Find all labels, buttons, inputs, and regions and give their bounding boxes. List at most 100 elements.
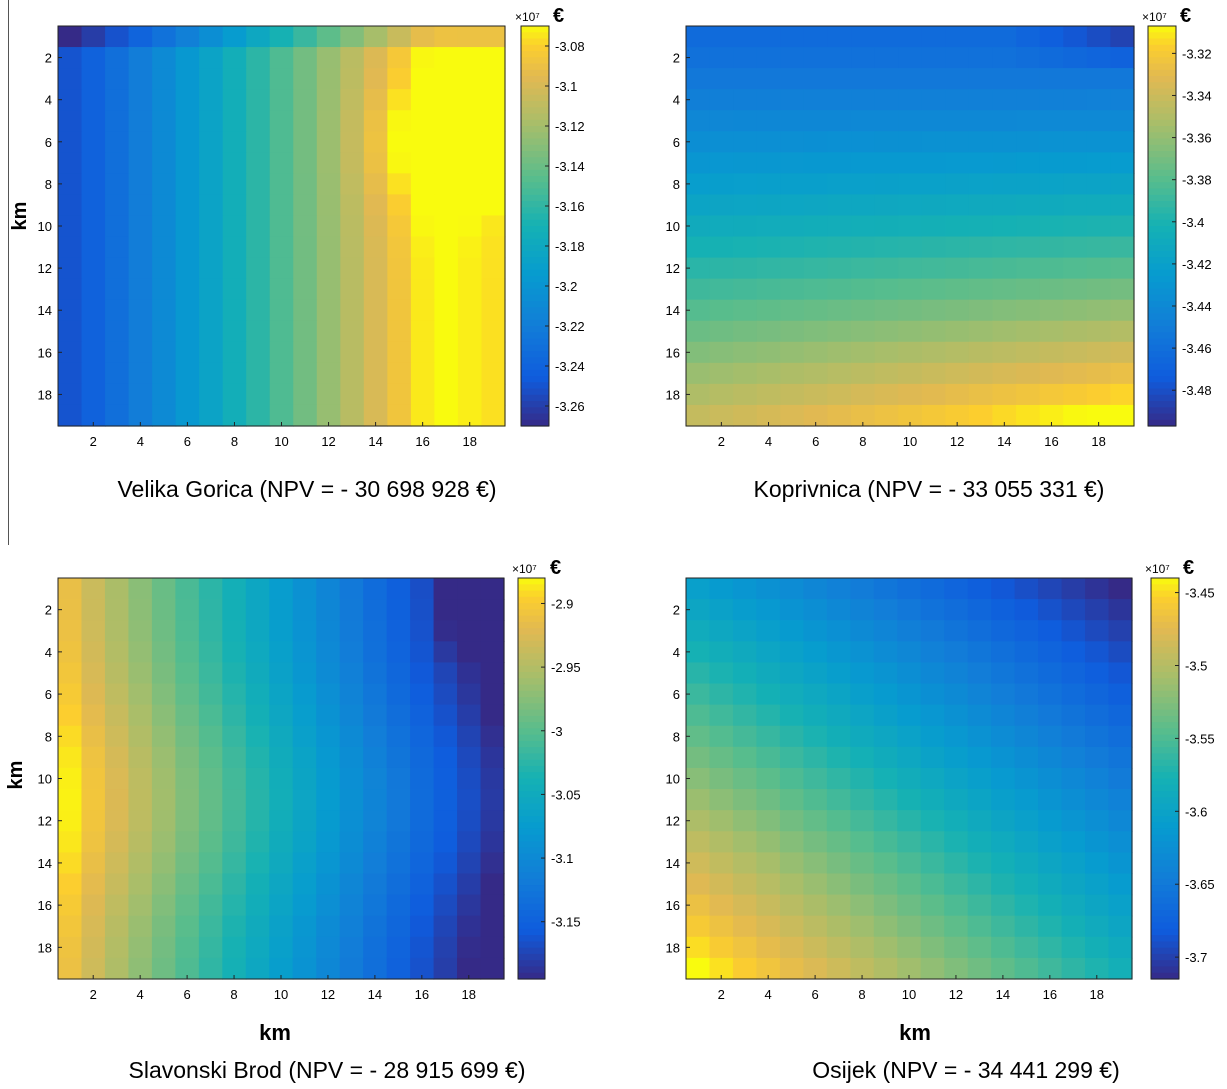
colorbar-swatch [518, 891, 545, 899]
heatmap-cell [779, 641, 804, 664]
colorbar-swatch [1148, 107, 1176, 115]
colorbar-tick-label: -3.5 [1185, 658, 1207, 673]
heatmap-cell [434, 194, 459, 217]
heatmap-cell [269, 383, 294, 406]
heatmap-cell [732, 873, 758, 896]
heatmap-cell [81, 152, 106, 174]
heatmap-cell [944, 810, 969, 832]
x-tick-label: 16 [1043, 987, 1057, 1002]
panel-caption: Koprivnica (NPV = - 33 055 331 €) [754, 476, 1105, 502]
heatmap-cell [386, 725, 411, 748]
heatmap-cell [410, 831, 435, 853]
x-tick-label: 16 [415, 434, 429, 449]
heatmap-cell [1038, 746, 1063, 769]
heatmap-cell [152, 26, 177, 48]
heatmap-cell [175, 68, 200, 90]
heatmap-cell [1110, 26, 1135, 48]
heatmap-cell [104, 620, 130, 642]
y-tick-label: 6 [673, 135, 680, 150]
heatmap-cell [293, 236, 318, 259]
y-tick-label: 18 [666, 940, 680, 955]
heatmap-cell [803, 641, 828, 664]
heatmap-cell [1110, 173, 1135, 196]
heatmap-cell [780, 47, 805, 69]
heatmap-cell [269, 47, 294, 69]
heatmap-cell [245, 936, 270, 959]
heatmap-cell [292, 852, 317, 875]
heatmap-cell [292, 620, 317, 642]
heatmap-cell [1108, 725, 1133, 748]
heatmap-cell [339, 704, 364, 727]
heatmap-cell [316, 767, 341, 790]
heatmap-cell [457, 68, 483, 90]
colorbar-swatch [521, 207, 549, 215]
heatmap-cell [756, 599, 781, 621]
heatmap-cell [733, 299, 758, 322]
heatmap-cell [105, 68, 130, 90]
panel-caption: Slavonski Brod (NPV = - 28 915 699 €) [129, 1057, 526, 1083]
heatmap-cell [1039, 362, 1064, 385]
colorbar-swatch [1148, 194, 1176, 202]
heatmap-cell [269, 599, 294, 621]
colorbar-swatch [518, 678, 545, 686]
heatmap-cell [803, 810, 828, 832]
heatmap-cell [1086, 320, 1112, 343]
x-tick-label: 12 [949, 987, 963, 1002]
colorbar-swatch [521, 57, 549, 65]
colorbar-swatch [521, 63, 549, 71]
colorbar-swatch [1151, 953, 1179, 961]
heatmap-cell [246, 26, 271, 48]
heatmap-cell [58, 383, 83, 406]
heatmap-cell [222, 257, 247, 280]
heatmap-cell [826, 599, 851, 621]
x-tick-label: 14 [368, 987, 382, 1002]
heatmap-cell [1016, 341, 1041, 364]
heatmap-cell [481, 299, 506, 322]
heatmap-cell [873, 936, 898, 959]
heatmap-cell [457, 599, 482, 621]
y-tick-label: 14 [666, 303, 680, 318]
heatmap-cell [128, 362, 153, 385]
heatmap-cell [945, 131, 970, 153]
heatmap-cell [199, 383, 224, 406]
heatmap-cell [1063, 320, 1088, 343]
heatmap-cell [58, 194, 83, 217]
colorbar-swatch [1151, 584, 1179, 592]
heatmap-cell [826, 789, 851, 811]
heatmap-cell [128, 47, 153, 69]
heatmap-cell [709, 578, 734, 600]
heatmap-cell [1038, 957, 1063, 980]
heatmap-cell [199, 47, 224, 69]
colorbar-swatch [1148, 76, 1176, 83]
heatmap-cell [105, 47, 130, 69]
heatmap-cell [293, 68, 318, 90]
heatmap-cell [851, 341, 876, 364]
heatmap-cell [481, 341, 506, 364]
colorbar-swatch [1148, 169, 1176, 177]
heatmap-cell [293, 257, 318, 280]
heatmap-cell [105, 257, 130, 280]
heatmap-cell [222, 810, 247, 832]
heatmap-cell [968, 404, 994, 427]
heatmap-cell [1110, 320, 1135, 343]
heatmap-cell [128, 341, 153, 364]
heatmap-cell [246, 341, 271, 364]
heatmap-cell [1014, 831, 1039, 853]
heatmap-cell [316, 915, 341, 938]
heatmap-cell [151, 789, 176, 811]
heatmap-cell [222, 383, 247, 406]
heatmap-cell [293, 404, 318, 427]
heatmap-cell [1086, 131, 1112, 153]
heatmap-cell [387, 89, 412, 111]
heatmap-cell [1108, 704, 1133, 727]
heatmap-cell [222, 599, 247, 621]
heatmap-cell [1086, 341, 1112, 364]
colorbar-swatch [518, 709, 545, 717]
y-tick-label: 4 [673, 93, 680, 108]
heatmap-cell [410, 362, 436, 385]
heatmap-cell [733, 89, 758, 111]
heatmap-cell [803, 852, 828, 875]
heatmap-cell [175, 936, 200, 959]
colorbar-swatch [1148, 101, 1176, 108]
heatmap-cell [386, 704, 411, 727]
